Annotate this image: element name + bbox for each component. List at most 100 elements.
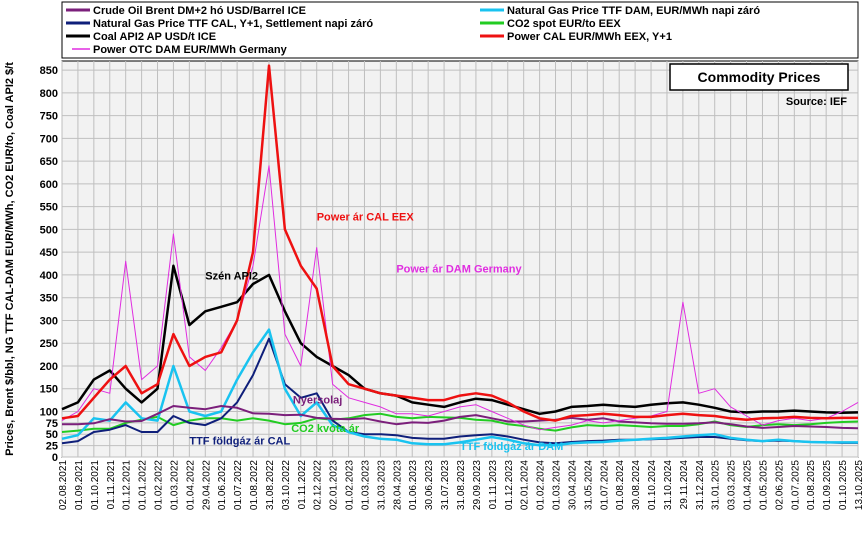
legend: Crude Oil Brent DM+2 hó USD/Barrel ICE Na…	[61, 1, 859, 59]
y-tick-label: 200	[40, 361, 58, 373]
series-annotation: CO2 kvóta ár	[291, 423, 360, 435]
x-tick-label: 02.01.2024	[520, 460, 531, 510]
x-tick-label: 01.11.2023	[488, 460, 499, 510]
y-tick-label: 25	[46, 441, 58, 453]
x-tick-label: 31.08.2023	[456, 460, 467, 510]
x-tick-label: 31.12.2024	[695, 460, 706, 510]
x-tick-label: 01.10.2025	[838, 460, 849, 510]
y-tick-label: 150	[40, 384, 58, 396]
y-tick-label: 500	[40, 224, 58, 236]
y-tick-label: 400	[40, 270, 58, 282]
x-tick-label: 01.08.2024	[615, 460, 626, 510]
x-tick-label: 30.08.2024	[631, 460, 642, 510]
x-tick-label: 01.08.2025	[806, 460, 817, 510]
x-tick-label: 30.06.2023	[424, 460, 435, 510]
y-tick-label: 75	[46, 418, 58, 430]
series-line	[62, 405, 859, 430]
x-tick-label: 01.04.2022	[185, 460, 196, 510]
x-tick-label: 01.11.2021	[106, 460, 117, 510]
annotations: Power ár CAL EEX Power ár DAM Germany Szén…	[189, 211, 563, 453]
x-tick-label: 01.09.2025	[822, 460, 833, 510]
x-tick-label: 01.03.2024	[552, 460, 563, 510]
legend-label: Crude Oil Brent DM+2 hó USD/Barrel ICE	[93, 5, 306, 17]
x-tick-label: 01.02.2024	[536, 460, 547, 510]
x-tick-label: 01.01.2022	[138, 460, 149, 510]
series-layer	[61, 64, 859, 447]
x-tick-label: 31.10.2024	[663, 460, 674, 510]
x-tick-label: 02.06.2025	[774, 460, 785, 510]
chart-title: Commodity Prices	[698, 69, 821, 85]
y-tick-label: 600	[40, 179, 58, 191]
gridlines	[61, 61, 859, 458]
series-annotation: Power ár DAM Germany	[396, 264, 522, 276]
series-annotation: Power ár CAL EEX	[317, 211, 415, 223]
x-tick-label: 29.11.2024	[679, 460, 690, 510]
series-line	[61, 264, 859, 416]
series-annotation: Nyersolaj	[293, 394, 343, 406]
title-frame	[669, 63, 849, 91]
series-line	[61, 165, 859, 431]
y-tick-label: 50	[46, 429, 58, 441]
y-tick-label: 250	[40, 338, 58, 350]
title-box: Commodity Prices	[669, 63, 849, 91]
y-tick-label: 300	[40, 315, 58, 327]
y-tick-label: 450	[40, 247, 58, 259]
y-tick-label: 800	[40, 88, 58, 100]
x-axis: 02.08.2021 01.09.2021 01.10.2021 01.11.2021…	[58, 460, 862, 510]
series-line	[61, 337, 858, 445]
x-tick-label: 01.12.2021	[122, 460, 133, 510]
x-tick-label: 01.07.2022	[233, 460, 244, 510]
x-tick-label: 01.11.2022	[297, 460, 308, 510]
x-tick-label: 31.03.2023	[376, 460, 387, 510]
x-tick-label: 01.10.2021	[90, 460, 101, 510]
x-tick-label: 01.04.2025	[743, 460, 754, 510]
y-tick-label: 700	[40, 133, 58, 145]
x-tick-label: 01.08.2022	[249, 460, 260, 510]
x-tick-label: 01.02.2023	[345, 460, 356, 510]
series-line	[61, 328, 858, 447]
legend-label: Coal API2 AP USD/t ICE	[93, 31, 216, 43]
y-tick-label: 100	[40, 406, 58, 418]
x-tick-label: 01.06.2022	[217, 460, 228, 510]
x-tick-label: 31.01.2025	[711, 460, 722, 510]
x-tick-label: 03.03.2025	[727, 460, 738, 510]
series-line	[61, 64, 858, 422]
x-tick-label: 02.08.2021	[58, 460, 69, 510]
x-tick-label: 01.10.2024	[647, 460, 658, 510]
x-tick-label: 01.05.2025	[758, 460, 769, 510]
legend-label: Power OTC DAM EUR/MWh Germany	[93, 44, 288, 56]
legend-label: Power CAL EUR/MWh EEX, Y+1	[507, 31, 672, 43]
x-tick-label: 01.03.2023	[360, 460, 371, 510]
x-tick-label: 01.03.2022	[169, 460, 180, 510]
y-tick-label: 0	[52, 452, 58, 464]
x-tick-label: 13.10.2025	[854, 460, 862, 510]
y-axis-label: Prices, Brent $/bbl, NG TTF CAL-DAM EUR/…	[4, 62, 16, 456]
x-tick-label: 31.07.2023	[440, 460, 451, 510]
legend-label: Natural Gas Price TTF CAL, Y+1, Settleme…	[93, 18, 373, 30]
series-annotation: TTF földgáz ár CAL	[189, 435, 290, 447]
x-tick-label: 30.04.2024	[567, 460, 578, 510]
x-tick-label: 01.02.2022	[154, 460, 165, 510]
x-tick-label: 01.07.2025	[790, 460, 801, 510]
series-annotation: Szén API2	[205, 270, 258, 282]
x-tick-label: 31.08.2022	[265, 460, 276, 510]
series-annotation: TTF földgáz ár DAM	[460, 441, 563, 453]
chart-source: Source: IEF	[786, 96, 847, 108]
y-tick-label: 350	[40, 293, 58, 305]
legend-label: Natural Gas Price TTF DAM, EUR/MWh napi …	[507, 5, 760, 17]
x-tick-label: 01.07.2024	[599, 460, 610, 510]
y-tick-label: 750	[40, 111, 58, 123]
x-tick-label: 01.06.2023	[408, 460, 419, 510]
x-tick-label: 28.04.2023	[392, 460, 403, 510]
x-tick-label: 01.12.2023	[504, 460, 515, 510]
x-tick-label: 02.12.2022	[313, 460, 324, 510]
y-tick-label: 650	[40, 156, 58, 168]
x-tick-label: 31.05.2024	[583, 460, 594, 510]
legend-frame	[61, 1, 859, 59]
legend-label: CO2 spot EUR/to EEX	[507, 18, 621, 30]
x-tick-label: 01.09.2021	[74, 460, 85, 510]
y-tick-label: 850	[40, 65, 58, 77]
x-tick-label: 03.10.2022	[281, 460, 292, 510]
